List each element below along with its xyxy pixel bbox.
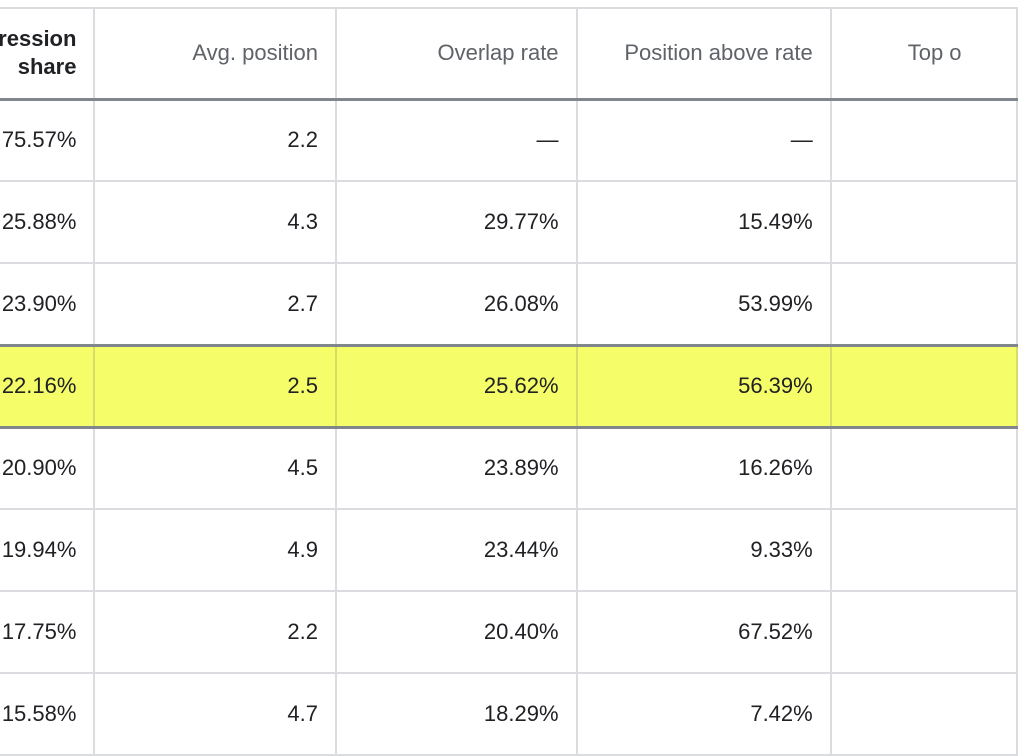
cell-top-of-page xyxy=(829,673,1019,756)
table-row[interactable]: 25.88% 4.3 29.77% 15.49% xyxy=(0,181,1019,264)
column-header-position-above-rate[interactable]: Position above rate xyxy=(575,7,832,101)
column-header-top-of-page[interactable]: Top o xyxy=(829,7,1019,101)
cell-position-above-rate: 9.33% xyxy=(575,509,832,592)
cell-impression-share: 23.90% xyxy=(0,263,96,346)
header-label: Avg. position xyxy=(192,40,318,66)
cell-top-of-page xyxy=(829,263,1019,346)
cell-avg-position: 2.7 xyxy=(93,263,337,346)
table-row[interactable]: 19.94% 4.9 23.44% 9.33% xyxy=(0,509,1019,592)
cell-avg-position: 2.2 xyxy=(93,99,337,182)
cell-impression-share: 75.57% xyxy=(0,99,96,182)
table-row[interactable]: 75.57% 2.2 — — xyxy=(0,99,1019,182)
cell-top-of-page xyxy=(829,181,1019,264)
cell-avg-position: 4.7 xyxy=(93,673,337,756)
cell-top-of-page xyxy=(829,427,1019,510)
cell-position-above-rate: 16.26% xyxy=(575,427,832,510)
cell-impression-share: 17.75% xyxy=(0,591,96,674)
header-line: ression xyxy=(0,26,77,52)
cell-avg-position: 4.5 xyxy=(93,427,337,510)
cell-position-above-rate: 15.49% xyxy=(575,181,832,264)
cell-overlap-rate: 26.08% xyxy=(334,263,578,346)
header-label: Overlap rate xyxy=(437,40,559,66)
cell-position-above-rate: — xyxy=(575,99,832,182)
auction-insights-table: ression share Avg. position Overlap rate… xyxy=(0,7,1019,756)
cell-impression-share: 19.94% xyxy=(0,509,96,592)
table-row[interactable]: 15.58% 4.7 18.29% 7.42% xyxy=(0,673,1019,756)
cell-position-above-rate: 7.42% xyxy=(575,673,832,756)
cell-overlap-rate: 25.62% xyxy=(334,343,578,429)
cell-avg-position: 2.5 xyxy=(93,343,337,429)
table-row-highlighted[interactable]: 22.16% 2.5 25.62% 56.39% xyxy=(0,343,1019,429)
cell-top-of-page xyxy=(829,509,1019,592)
cell-overlap-rate: 23.44% xyxy=(334,509,578,592)
cell-position-above-rate: 53.99% xyxy=(575,263,832,346)
cell-avg-position: 4.9 xyxy=(93,509,337,592)
table-row[interactable]: 17.75% 2.2 20.40% 67.52% xyxy=(0,591,1019,674)
column-header-overlap-rate[interactable]: Overlap rate xyxy=(334,7,578,101)
header-line: share xyxy=(17,54,77,80)
cell-overlap-rate: 20.40% xyxy=(334,591,578,674)
cell-avg-position: 2.2 xyxy=(93,591,337,674)
cell-impression-share: 15.58% xyxy=(0,673,96,756)
cell-position-above-rate: 67.52% xyxy=(575,591,832,674)
column-header-avg-position[interactable]: Avg. position xyxy=(93,7,337,101)
cell-top-of-page xyxy=(829,591,1019,674)
cell-overlap-rate: — xyxy=(334,99,578,182)
cell-impression-share: 20.90% xyxy=(0,427,96,510)
cell-position-above-rate: 56.39% xyxy=(575,343,832,429)
cell-overlap-rate: 18.29% xyxy=(334,673,578,756)
table-header-row: ression share Avg. position Overlap rate… xyxy=(0,7,1019,101)
table-row[interactable]: 23.90% 2.7 26.08% 53.99% xyxy=(0,263,1019,346)
cell-overlap-rate: 29.77% xyxy=(334,181,578,264)
table-row[interactable]: 20.90% 4.5 23.89% 16.26% xyxy=(0,427,1019,510)
cell-top-of-page xyxy=(829,99,1019,182)
cell-impression-share: 25.88% xyxy=(0,181,96,264)
cell-top-of-page xyxy=(829,343,1019,429)
header-label: Top o xyxy=(907,40,962,66)
column-header-impression-share[interactable]: ression share xyxy=(0,7,96,101)
cell-overlap-rate: 23.89% xyxy=(334,427,578,510)
cell-impression-share: 22.16% xyxy=(0,343,96,429)
cell-avg-position: 4.3 xyxy=(93,181,337,264)
header-label: Position above rate xyxy=(624,40,813,66)
